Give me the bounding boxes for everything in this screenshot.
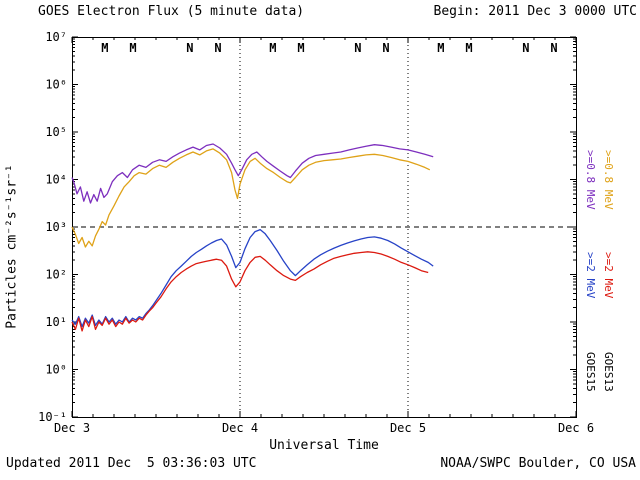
trace-goes15-e2 bbox=[71, 228, 434, 328]
legend-satellite-goes13: GOES13 bbox=[602, 352, 616, 392]
y-tick-label: 10² bbox=[45, 268, 67, 282]
y-tick-label: 10⁰ bbox=[45, 363, 67, 377]
satellite-marker-goes15-m: M bbox=[129, 41, 136, 55]
satellite-marker-goes15-m: M bbox=[297, 41, 304, 55]
satellite-marker-goes13-m: M bbox=[269, 41, 276, 55]
satellite-marker-goes15-n: N bbox=[214, 41, 221, 55]
legend-goes13-energy-2: >=2 MeV bbox=[602, 252, 616, 299]
x-tick-label: Dec 5 bbox=[390, 421, 426, 435]
updated-timestamp: Updated 2011 Dec 5 03:36:03 UTC bbox=[6, 456, 257, 471]
chart-title: GOES Electron Flux (5 minute data) bbox=[38, 4, 305, 19]
satellite-marker-goes13-n: N bbox=[354, 41, 361, 55]
legend-satellite-goes15: GOES15 bbox=[584, 352, 598, 392]
satellite-marker-goes13-n: N bbox=[186, 41, 193, 55]
y-tick-label: 10⁷ bbox=[45, 30, 67, 44]
y-tick-label: 10⁶ bbox=[45, 78, 67, 92]
y-axis-label: Particles cm⁻²s⁻¹sr⁻¹ bbox=[4, 164, 20, 329]
satellite-marker-goes13-m: M bbox=[437, 41, 444, 55]
trace-goes15-e08 bbox=[71, 143, 434, 204]
satellite-marker-goes13-m: M bbox=[101, 41, 108, 55]
legend-goes13-energy-08: >=0.8 MeV bbox=[602, 150, 616, 210]
x-tick-label: Dec 4 bbox=[222, 421, 258, 435]
begin-timestamp: Begin: 2011 Dec 3 0000 UTC bbox=[433, 4, 638, 19]
trace-goes13-e2 bbox=[71, 251, 429, 332]
y-tick-label: 10⁵ bbox=[45, 125, 67, 139]
y-tick-label: 10¹ bbox=[45, 315, 67, 329]
satellite-marker-goes15-n: N bbox=[382, 41, 389, 55]
y-tick-label: 10⁴ bbox=[45, 173, 67, 187]
data-source-label: NOAA/SWPC Boulder, CO USA bbox=[440, 456, 636, 471]
y-tick-label: 10³ bbox=[45, 220, 67, 234]
y-tick-label: 10⁻¹ bbox=[38, 410, 67, 424]
x-tick-label: Dec 6 bbox=[558, 421, 594, 435]
satellite-marker-goes13-n: N bbox=[522, 41, 529, 55]
legend-goes15-energy-08: >=0.8 MeV bbox=[584, 150, 598, 210]
x-axis-label: Universal Time bbox=[269, 438, 379, 453]
x-tick-label: Dec 3 bbox=[54, 421, 90, 435]
trace-goes13-e08 bbox=[71, 148, 431, 248]
legend-goes15-energy-2: >=2 MeV bbox=[584, 252, 598, 299]
satellite-marker-goes15-n: N bbox=[550, 41, 557, 55]
satellite-marker-goes15-m: M bbox=[465, 41, 472, 55]
